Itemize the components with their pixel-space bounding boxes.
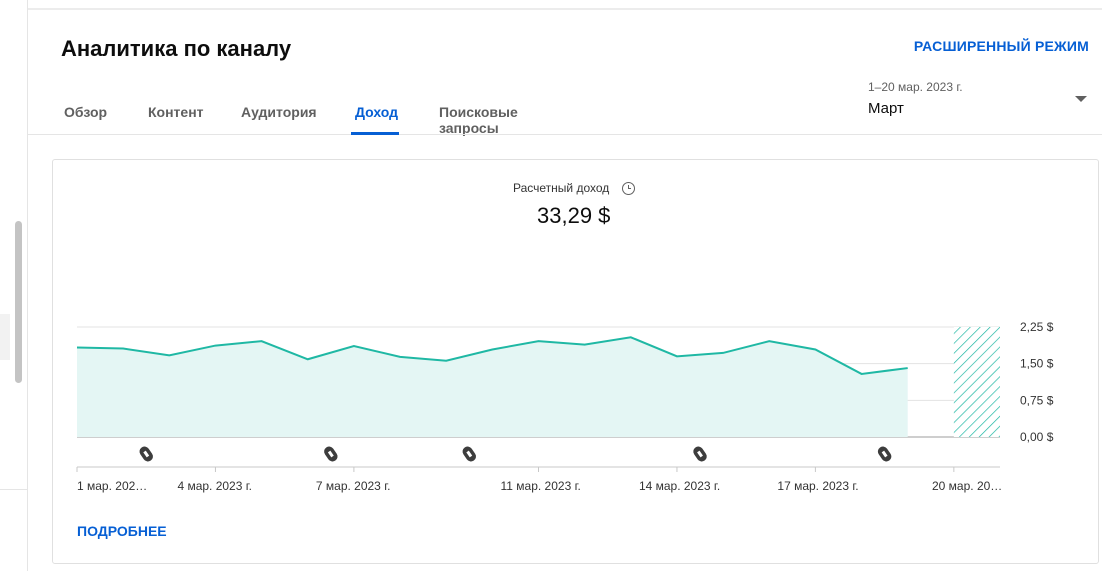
sidebar-scrollbar[interactable] — [15, 221, 22, 383]
shorts-icon[interactable] — [876, 445, 893, 464]
metric-value: 33,29 $ — [537, 203, 611, 228]
sidebar-item[interactable] — [0, 314, 10, 360]
tab-audience[interactable]: Аудитория — [241, 104, 317, 120]
tab-search-queries[interactable]: Поисковые запросы — [439, 104, 518, 136]
x-tick-label: 14 мар. 2023 г. — [639, 479, 720, 493]
sidebar-divider — [0, 489, 27, 490]
x-tick-label: 20 мар. 20… — [932, 479, 1002, 493]
period-range: 1–20 мар. 2023 г. — [868, 80, 963, 94]
dropdown-arrow-icon[interactable] — [1075, 96, 1087, 102]
more-details-link[interactable]: ПОДРОБНЕЕ — [77, 523, 167, 539]
shorts-icon[interactable] — [461, 445, 478, 464]
series-area — [77, 337, 908, 437]
y-tick-label: 0,75 $ — [1020, 393, 1054, 407]
shorts-icon[interactable] — [138, 445, 155, 464]
clock-icon[interactable] — [622, 182, 635, 195]
x-tick-label: 1 мар. 202… — [77, 479, 147, 493]
active-tab-indicator — [351, 132, 399, 135]
x-tick-label: 4 мар. 2023 г. — [177, 479, 252, 493]
top-divider — [28, 8, 1102, 10]
page-title: Аналитика по каналу — [61, 36, 292, 61]
advanced-mode-button[interactable]: РАСШИРЕННЫЙ РЕЖИМ — [913, 38, 1089, 54]
tab-overview[interactable]: Обзор — [64, 104, 108, 120]
period-selector[interactable]: 1–20 мар. 2023 г. Март — [868, 80, 1090, 122]
tab-revenue[interactable]: Доход — [355, 104, 399, 120]
x-tick-label: 7 мар. 2023 г. — [316, 479, 391, 493]
x-tick-label: 11 мар. 2023 г. — [501, 479, 581, 493]
y-tick-label: 2,25 $ — [1020, 320, 1054, 334]
x-tick-label: 17 мар. 2023 г. — [777, 479, 858, 493]
period-name: Март — [868, 100, 904, 117]
metric-label: Расчетный доход — [513, 181, 610, 195]
y-tick-label: 0,00 $ — [1020, 430, 1054, 444]
shorts-icon[interactable] — [691, 445, 708, 464]
shorts-icon[interactable] — [322, 445, 339, 464]
partial-day-region — [953, 327, 1000, 437]
tab-content[interactable]: Контент — [148, 104, 204, 120]
left-sidebar — [0, 0, 28, 571]
y-tick-label: 1,50 $ — [1020, 357, 1054, 371]
tabs-divider — [28, 134, 1102, 135]
